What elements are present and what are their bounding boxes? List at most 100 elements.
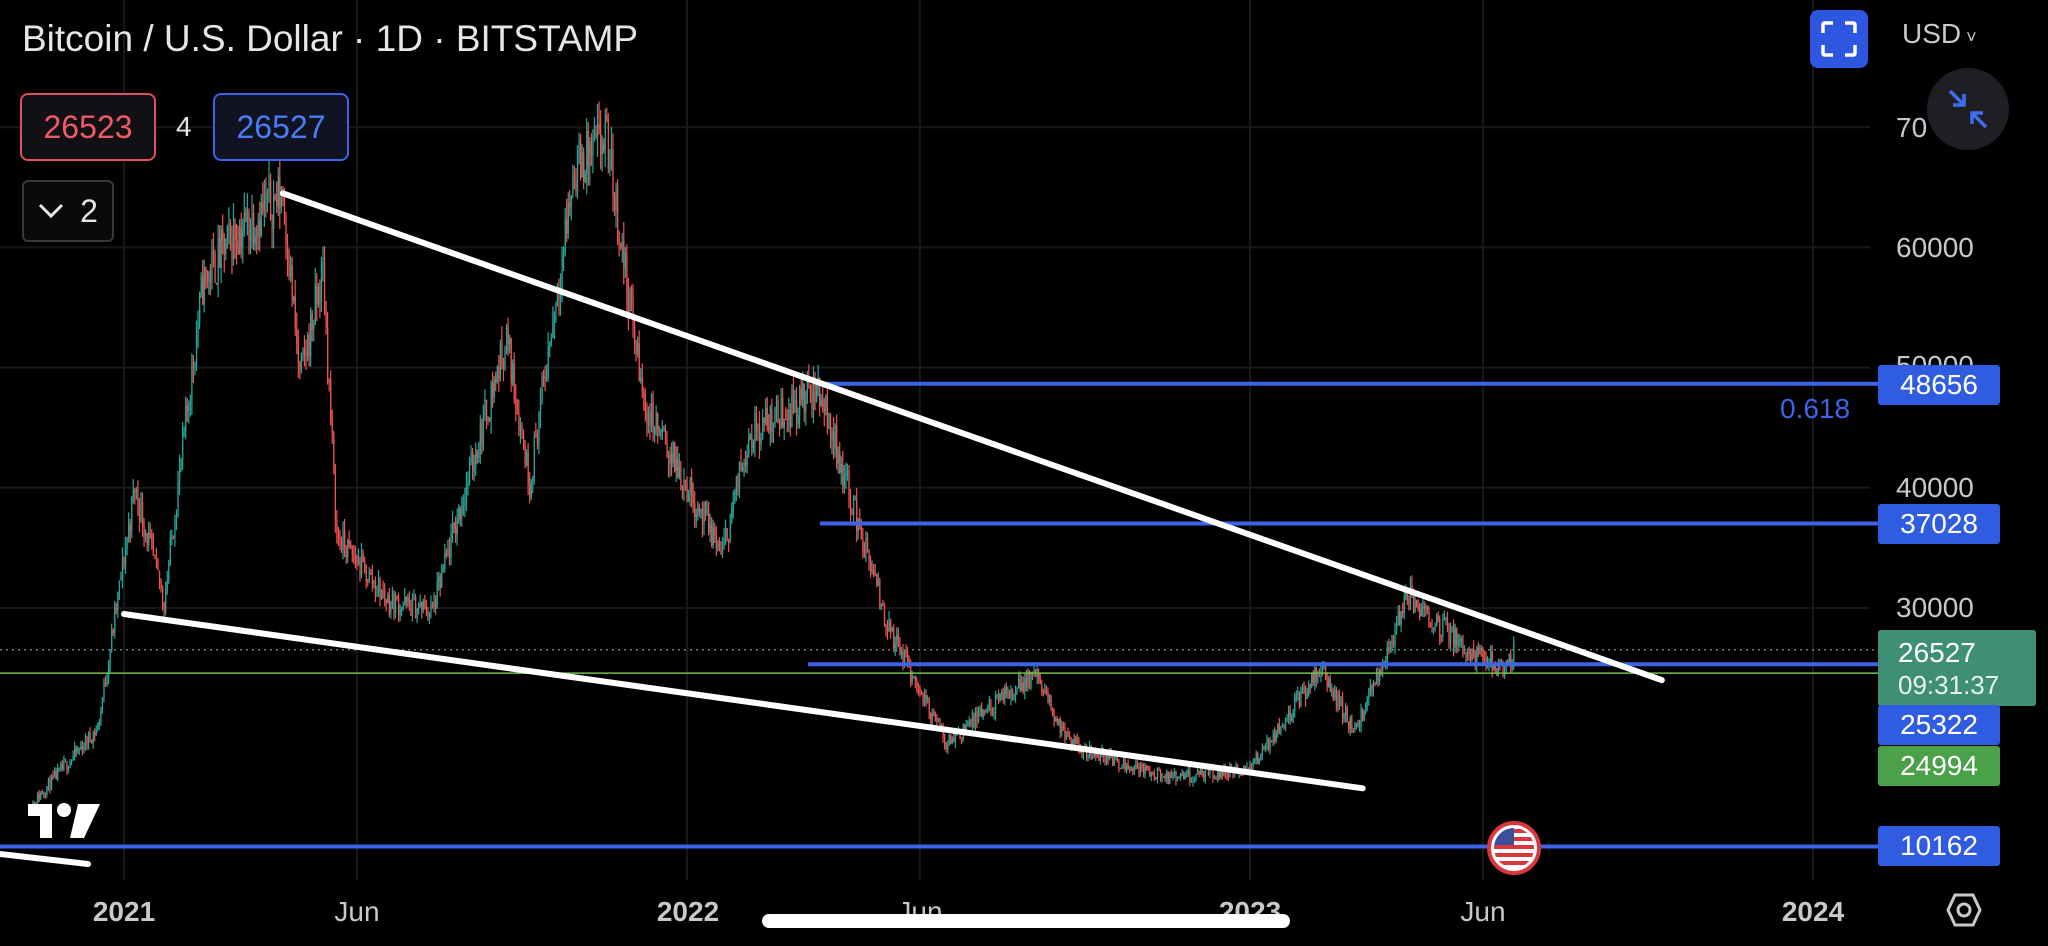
candle-body [1132, 768, 1134, 772]
y-tick: 30000 [1896, 592, 1974, 623]
candle-body [1485, 657, 1487, 665]
candle-body [373, 581, 375, 584]
buy-price-button[interactable]: 26527 [213, 93, 349, 161]
level-label-37028[interactable]: 37028 [1878, 504, 2000, 544]
candle-body [489, 418, 491, 421]
candle-body [888, 619, 890, 632]
candle-body [61, 764, 64, 769]
candle-body [411, 598, 414, 616]
candle-body [324, 262, 326, 315]
candle-body [637, 343, 639, 354]
candle-body [1141, 764, 1143, 768]
candle-body [1474, 653, 1476, 666]
candle-body [569, 202, 571, 208]
candle-body [863, 550, 866, 554]
us-flag-event-icon[interactable] [1486, 820, 1542, 876]
candle-body [632, 297, 634, 325]
candle-body [1508, 653, 1510, 664]
shrink-button[interactable] [1927, 68, 2009, 150]
candle-body [743, 461, 745, 467]
level-label-48656[interactable]: 48656 [1878, 365, 2000, 405]
candle-body [362, 553, 364, 562]
candle-body [674, 442, 676, 472]
candle-body [1280, 726, 1282, 732]
candle-body [604, 115, 606, 150]
candle-body [303, 348, 306, 354]
candle-body [1010, 689, 1012, 699]
candle-body [715, 533, 718, 549]
candle-body [1369, 685, 1372, 695]
fullscreen-button[interactable] [1810, 10, 1868, 68]
candle-body [353, 555, 355, 557]
candle-body [1106, 756, 1108, 764]
candle-body [1149, 769, 1151, 777]
candle-body [57, 768, 59, 780]
spread-value: 4 [176, 111, 192, 142]
candle-body [481, 421, 483, 446]
candle-body [391, 593, 394, 604]
trendline [121, 611, 1366, 792]
candle-body [1201, 769, 1203, 774]
candle-body [561, 253, 563, 291]
candle-body [657, 412, 659, 430]
candle-body [378, 579, 380, 593]
candle-body [612, 148, 614, 197]
candle-body [607, 119, 610, 169]
candle-body [51, 775, 53, 790]
level-label-10162[interactable]: 10162 [1878, 826, 2000, 866]
candle-body [1513, 642, 1515, 666]
fib-ratio-label: 0.618 [1780, 393, 1851, 424]
candle-body [1291, 717, 1293, 721]
candle-body [1422, 606, 1424, 609]
candle-body [1446, 618, 1449, 630]
candle-body [573, 177, 576, 181]
level-label-25322[interactable]: 25322 [1878, 705, 2000, 745]
candle-body [1107, 756, 1109, 760]
candle-body [691, 477, 693, 496]
candle-body [1189, 770, 1191, 783]
candle-body [981, 707, 983, 717]
candle-body [1366, 698, 1368, 704]
y-tick: 60000 [1896, 232, 1974, 263]
candle-body [792, 390, 795, 413]
symbol-title[interactable]: Bitcoin / U.S. Dollar · 1D · BITSTAMP [22, 18, 639, 59]
candle-body [589, 141, 591, 167]
candle-body [1281, 725, 1284, 727]
candle-body [774, 407, 776, 428]
candle-body [998, 694, 1000, 702]
candle-body [996, 694, 998, 696]
candle-body [1479, 648, 1481, 654]
currency-selector[interactable]: USD ˅ [1902, 18, 1977, 50]
candle-body [782, 397, 784, 428]
settings-icon[interactable] [1946, 892, 1982, 928]
sell-price-button[interactable]: 26523 [20, 93, 156, 161]
time-scrollbar[interactable] [762, 914, 1290, 928]
candle-body [1274, 733, 1276, 741]
candle-body [1483, 657, 1486, 659]
candle-body [260, 201, 262, 236]
candle-body [1504, 673, 1506, 676]
level-label-24994[interactable]: 24994 [1878, 746, 2000, 786]
candle-body [54, 771, 56, 776]
candle-body [108, 664, 110, 677]
candle-body [993, 713, 995, 715]
candle-body [1496, 668, 1498, 676]
candle-body [231, 234, 233, 260]
candle-body [1321, 666, 1324, 673]
candle-body [1436, 616, 1438, 626]
candle-body [103, 681, 105, 698]
candle-body [851, 512, 853, 515]
candle-body [1033, 669, 1035, 673]
candle-body [1261, 747, 1264, 755]
candle-body [865, 536, 867, 554]
candle-body [465, 485, 468, 498]
trendline [0, 851, 91, 867]
candle-body [138, 504, 141, 522]
candle-body [209, 272, 212, 283]
candle-body [891, 628, 893, 631]
candle-body [1044, 690, 1046, 694]
candle-body [58, 767, 60, 769]
candle-body [1454, 627, 1456, 648]
candle-body [1511, 665, 1513, 668]
indicators-collapse-button[interactable]: 2 [22, 180, 114, 242]
